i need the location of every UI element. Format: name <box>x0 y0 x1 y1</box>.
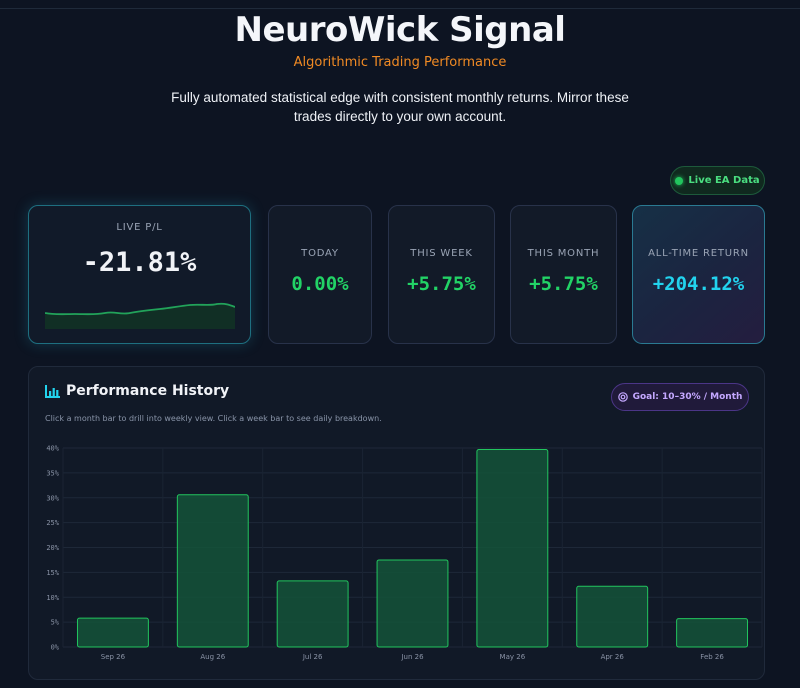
goal-badge: Goal: 10–30% / Month <box>611 383 749 411</box>
performance-bar-chart: 0% 5% 10% 15% 20% 25% 30% 35% 40% Sep 26 Aug 26 Jul… <box>46 445 763 661</box>
live-pl-label: LIVE P/L <box>116 222 163 233</box>
bar-may-26[interactable] <box>476 448 549 648</box>
all-time-return-value: +204.12% <box>652 273 745 295</box>
page-title: NeuroWick Signal <box>234 10 566 50</box>
x-category-label: May 26 <box>500 653 526 661</box>
y-tick-label: 30% <box>46 494 59 502</box>
bar-apr-26[interactable] <box>576 585 649 648</box>
today-label: TODAY <box>301 248 339 259</box>
performance-history-panel: Performance History Click a month bar to… <box>28 366 765 680</box>
x-category-label: Sep 26 <box>101 653 126 661</box>
bar-feb-26[interactable] <box>676 618 749 648</box>
bar-chart-icon <box>45 385 60 398</box>
x-category-label: Jun 26 <box>400 653 424 661</box>
this-week-card: THIS WEEK +5.75% <box>388 205 495 344</box>
x-category-label: Jul 26 <box>302 653 323 661</box>
this-month-card: THIS MONTH +5.75% <box>510 205 617 344</box>
bar-jul-26[interactable] <box>276 580 349 648</box>
top-divider <box>0 8 800 9</box>
y-tick-label: 15% <box>46 569 59 577</box>
bar-aug-26[interactable] <box>176 494 249 648</box>
y-tick-label: 25% <box>46 519 59 527</box>
y-tick-label: 20% <box>46 544 59 552</box>
x-category-label: Apr 26 <box>601 653 625 661</box>
goal-badge-label: Goal: 10–30% / Month <box>632 392 743 402</box>
today-card: TODAY 0.00% <box>268 205 372 344</box>
this-month-label: THIS MONTH <box>527 248 600 259</box>
live-data-label: Live EA Data <box>688 175 760 186</box>
live-pl-card: LIVE P/L -21.81% <box>28 205 251 344</box>
live-pl-value: -21.81% <box>82 247 197 278</box>
live-data-badge: Live EA Data <box>670 166 765 195</box>
page-description: Fully automated statistical edge with co… <box>171 90 629 124</box>
all-time-return-label: ALL-TIME RETURN <box>648 248 749 259</box>
performance-hint: Click a month bar to drill into weekly v… <box>45 414 382 423</box>
y-tick-label: 35% <box>46 469 59 477</box>
live-dot-icon <box>675 176 684 185</box>
y-tick-label: 0% <box>51 644 60 652</box>
target-icon <box>617 392 628 402</box>
y-tick-label: 5% <box>51 619 60 627</box>
this-week-label: THIS WEEK <box>410 248 473 259</box>
y-tick-label: 40% <box>46 445 59 453</box>
bar-sep-26[interactable] <box>76 617 149 648</box>
y-tick-label: 10% <box>46 594 59 602</box>
performance-history-title: Performance History <box>66 383 230 399</box>
this-month-value: +5.75% <box>529 273 598 295</box>
live-pl-sparkline <box>45 302 235 329</box>
all-time-return-card: ALL-TIME RETURN +204.12% <box>632 205 765 344</box>
page-subtitle: Algorithmic Trading Performance <box>293 55 507 70</box>
x-category-label: Feb 26 <box>700 653 724 661</box>
performance-history-heading: Performance History <box>45 383 229 399</box>
bar-jun-26[interactable] <box>376 559 449 648</box>
today-value: 0.00% <box>291 273 349 295</box>
this-week-value: +5.75% <box>407 273 476 295</box>
x-category-label: Aug 26 <box>200 653 225 661</box>
